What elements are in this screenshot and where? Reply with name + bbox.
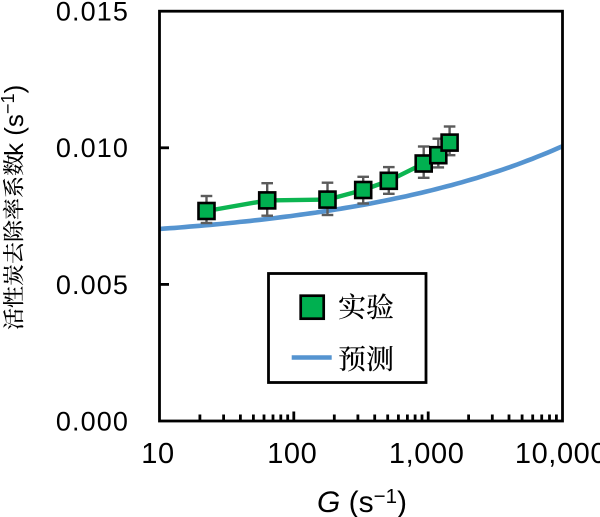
svg-text:0.000: 0.000	[56, 406, 129, 436]
svg-text:0.005: 0.005	[56, 270, 129, 300]
svg-text:100: 100	[267, 438, 317, 470]
svg-text:0.015: 0.015	[56, 0, 129, 27]
svg-text:1,000: 1,000	[389, 438, 465, 470]
svg-text:10,000: 10,000	[515, 438, 600, 470]
svg-text:0.010: 0.010	[56, 133, 129, 163]
svg-text:10: 10	[141, 438, 174, 470]
